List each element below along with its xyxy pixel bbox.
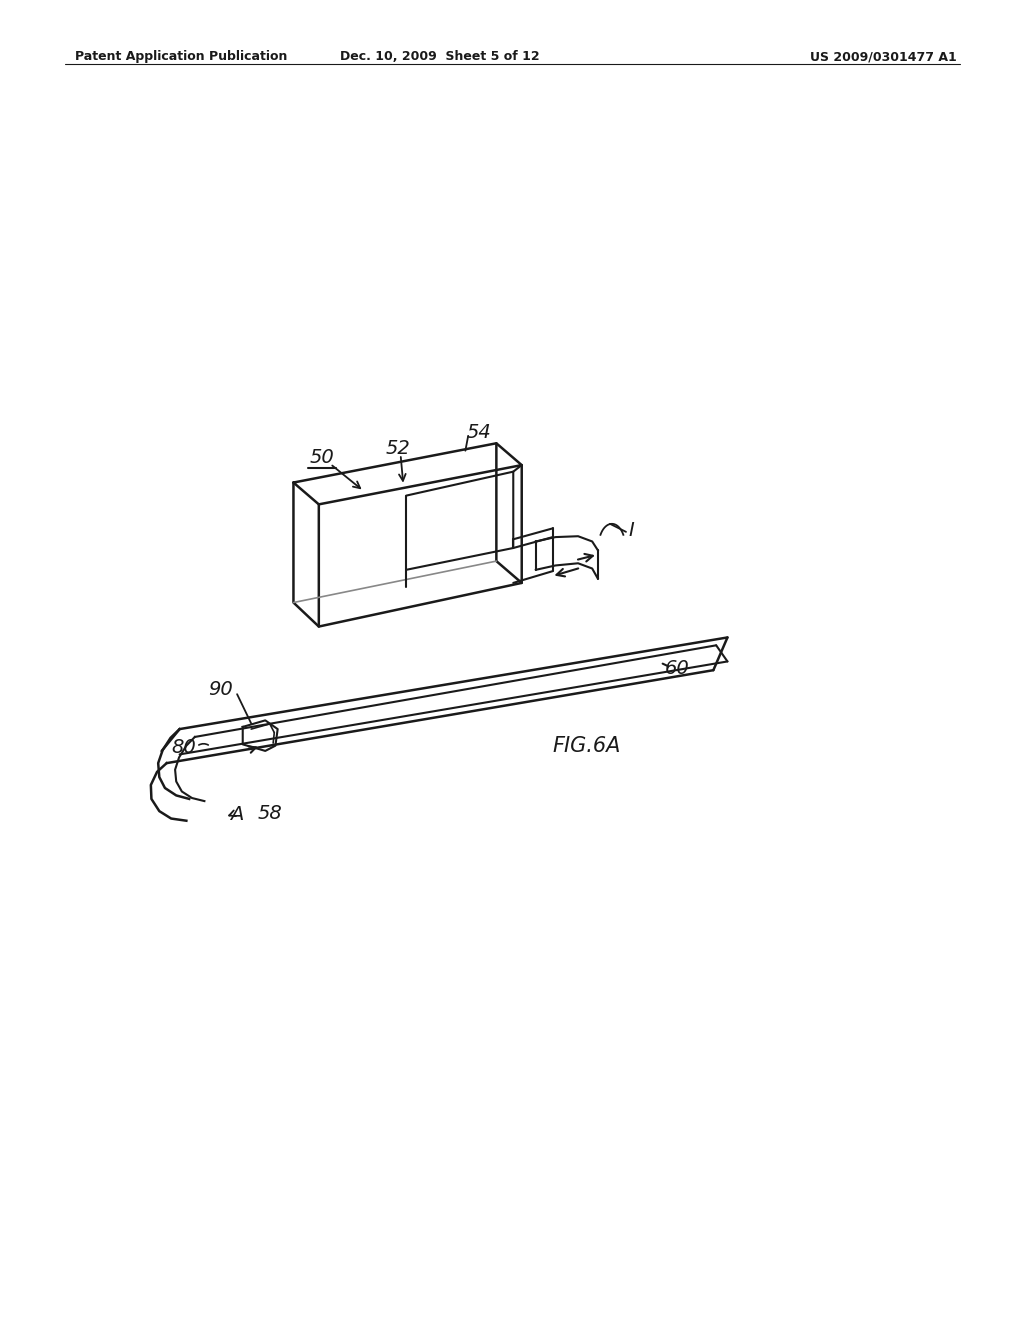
Text: Dec. 10, 2009  Sheet 5 of 12: Dec. 10, 2009 Sheet 5 of 12 xyxy=(340,50,540,63)
Text: A: A xyxy=(230,805,244,824)
Text: US 2009/0301477 A1: US 2009/0301477 A1 xyxy=(810,50,956,63)
Text: 58: 58 xyxy=(257,804,283,822)
Text: 52: 52 xyxy=(385,440,410,458)
Text: 90: 90 xyxy=(208,680,232,700)
Text: 54: 54 xyxy=(467,422,492,442)
Text: 80: 80 xyxy=(171,738,196,758)
Text: 60: 60 xyxy=(665,659,689,677)
Text: I: I xyxy=(629,521,635,540)
Text: 50: 50 xyxy=(309,449,334,467)
Text: Patent Application Publication: Patent Application Publication xyxy=(75,50,288,63)
Text: FIG.6A: FIG.6A xyxy=(552,735,621,755)
